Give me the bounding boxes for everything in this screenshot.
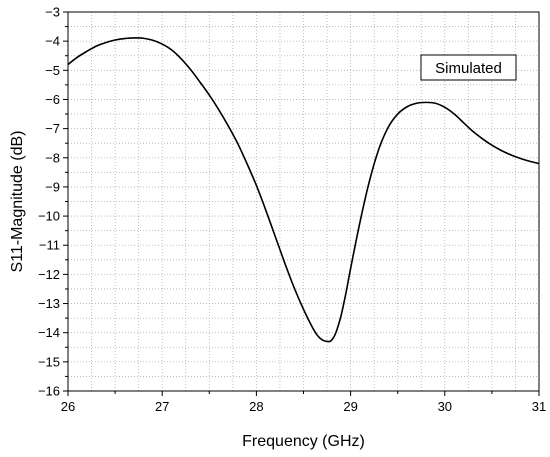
y-tick-label: −12 (38, 267, 60, 282)
y-tick-label: −16 (38, 384, 60, 399)
y-tick-label: −8 (45, 150, 60, 165)
x-tick-label: 28 (249, 399, 263, 414)
y-tick-label: −4 (45, 34, 60, 49)
legend: Simulated (420, 54, 517, 81)
y-axis: −3 −4 −5 −6 −7 −8 −9 −10 −11 −12 −13 −14 −15 −16 (38, 5, 68, 399)
x-tick-label: 29 (343, 399, 357, 414)
x-tick-label: 26 (61, 399, 75, 414)
x-axis: 26 27 28 29 30 31 (61, 391, 546, 414)
y-tick-label: −9 (45, 179, 60, 194)
y-tick-label: −13 (38, 296, 60, 311)
x-tick-label: 27 (155, 399, 169, 414)
y-tick-label: −15 (38, 354, 60, 369)
y-tick-label: −3 (45, 5, 60, 20)
y-tick-label: −7 (45, 121, 60, 136)
x-tick-label: 30 (438, 399, 452, 414)
y-tick-label: −5 (45, 63, 60, 78)
y-tick-label: −10 (38, 209, 60, 224)
grid-lines (68, 12, 539, 391)
x-axis-title: Frequency (GHz) (242, 433, 365, 450)
y-tick-label: −6 (45, 92, 60, 107)
y-tick-label: −14 (38, 325, 60, 340)
simulated-series-line (67, 37, 540, 343)
legend-label: Simulated (435, 60, 502, 77)
y-axis-title: S11-Magnitude (dB) (9, 131, 26, 273)
x-tick-label: 31 (532, 399, 546, 414)
legend-box (420, 54, 517, 81)
y-tick-label: −11 (39, 238, 60, 253)
